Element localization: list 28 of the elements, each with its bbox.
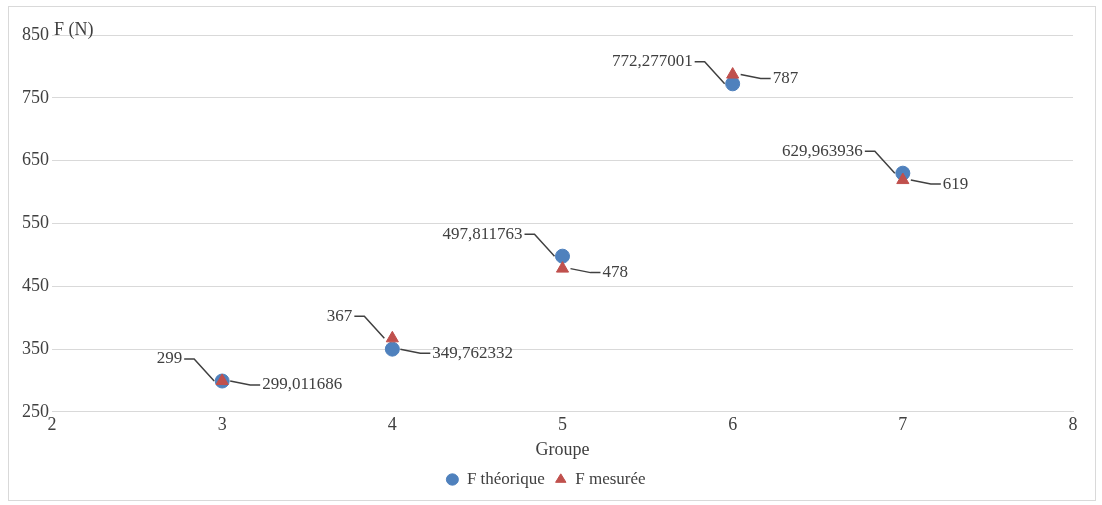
y-tick-label: 450 xyxy=(22,274,49,295)
data-label: 497,811763 xyxy=(442,223,523,243)
y-tick-label: 550 xyxy=(22,212,49,233)
y-tick-label: 250 xyxy=(22,400,49,421)
y-tick-label: 350 xyxy=(22,337,49,358)
x-tick-label: 6 xyxy=(728,414,738,435)
y-tick-label: 850 xyxy=(22,23,49,44)
data-label: 367 xyxy=(326,305,353,325)
data-label: 787 xyxy=(772,68,799,88)
data-label: 299,011686 xyxy=(262,374,343,394)
y-tick-label: 650 xyxy=(22,149,49,170)
y-tick-label: 750 xyxy=(22,86,49,107)
x-tick-label: 4 xyxy=(387,414,397,435)
data-label: 619 xyxy=(942,173,969,193)
x-tick-label: 3 xyxy=(217,414,227,435)
x-tick-label: 8 xyxy=(1068,414,1078,435)
x-axis-title: Groupe xyxy=(535,438,590,459)
x-tick-label: 2 xyxy=(47,414,57,435)
data-label: 772,277001 xyxy=(611,51,693,71)
data-label: 299 xyxy=(156,348,183,368)
y-axis-title: F (N) xyxy=(54,18,94,40)
x-tick-label: 5 xyxy=(558,414,567,435)
data-label: 629,963936 xyxy=(782,140,863,160)
legend-label: F mesurée xyxy=(575,468,646,488)
data-label: 478 xyxy=(602,262,628,282)
data-label: 349,762332 xyxy=(432,342,514,362)
legend-label: F théorique xyxy=(466,468,545,488)
x-tick-label: 7 xyxy=(898,414,908,435)
